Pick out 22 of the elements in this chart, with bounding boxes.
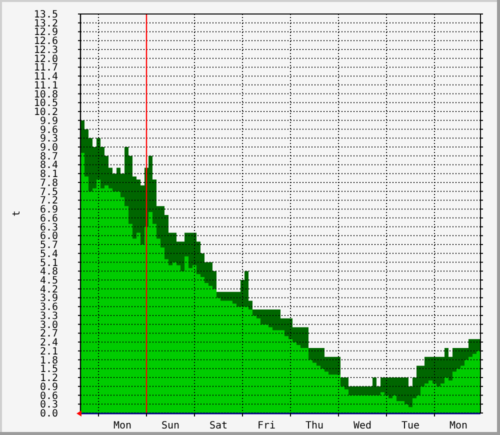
y-axis-title: t: [12, 210, 22, 217]
x-tick-label: Sat: [209, 420, 228, 432]
y-tick-label: 5.4: [40, 248, 58, 260]
y-tick-label: 12.3: [34, 44, 58, 56]
x-tick-label: Wed: [353, 420, 372, 432]
x-tick-label: Mon: [449, 420, 468, 432]
y-tick-label: 4.5: [40, 276, 58, 286]
y-tick-label: 13.5: [34, 10, 58, 20]
x-tick-label: Mon: [113, 420, 132, 432]
y-tick-label: 11.1: [34, 80, 58, 92]
y-tick-label: 6.6: [40, 213, 58, 224]
x-tick-label: Thu: [305, 420, 324, 432]
x-tick-label: Tue: [401, 420, 420, 432]
y-tick-label: 2.1: [40, 346, 58, 358]
x-tick-label: Fri: [257, 420, 276, 432]
x-tick-label: Sun: [161, 420, 180, 432]
y-tick-label: 0.0: [40, 408, 58, 420]
y-tick-label: 0.9: [40, 382, 58, 393]
y-tick-label: 3.3: [40, 310, 58, 322]
y-tick-label: 9.9: [40, 116, 58, 127]
y-tick-label: 7.8: [40, 178, 58, 189]
y-tick-label: 9.0: [40, 142, 58, 154]
